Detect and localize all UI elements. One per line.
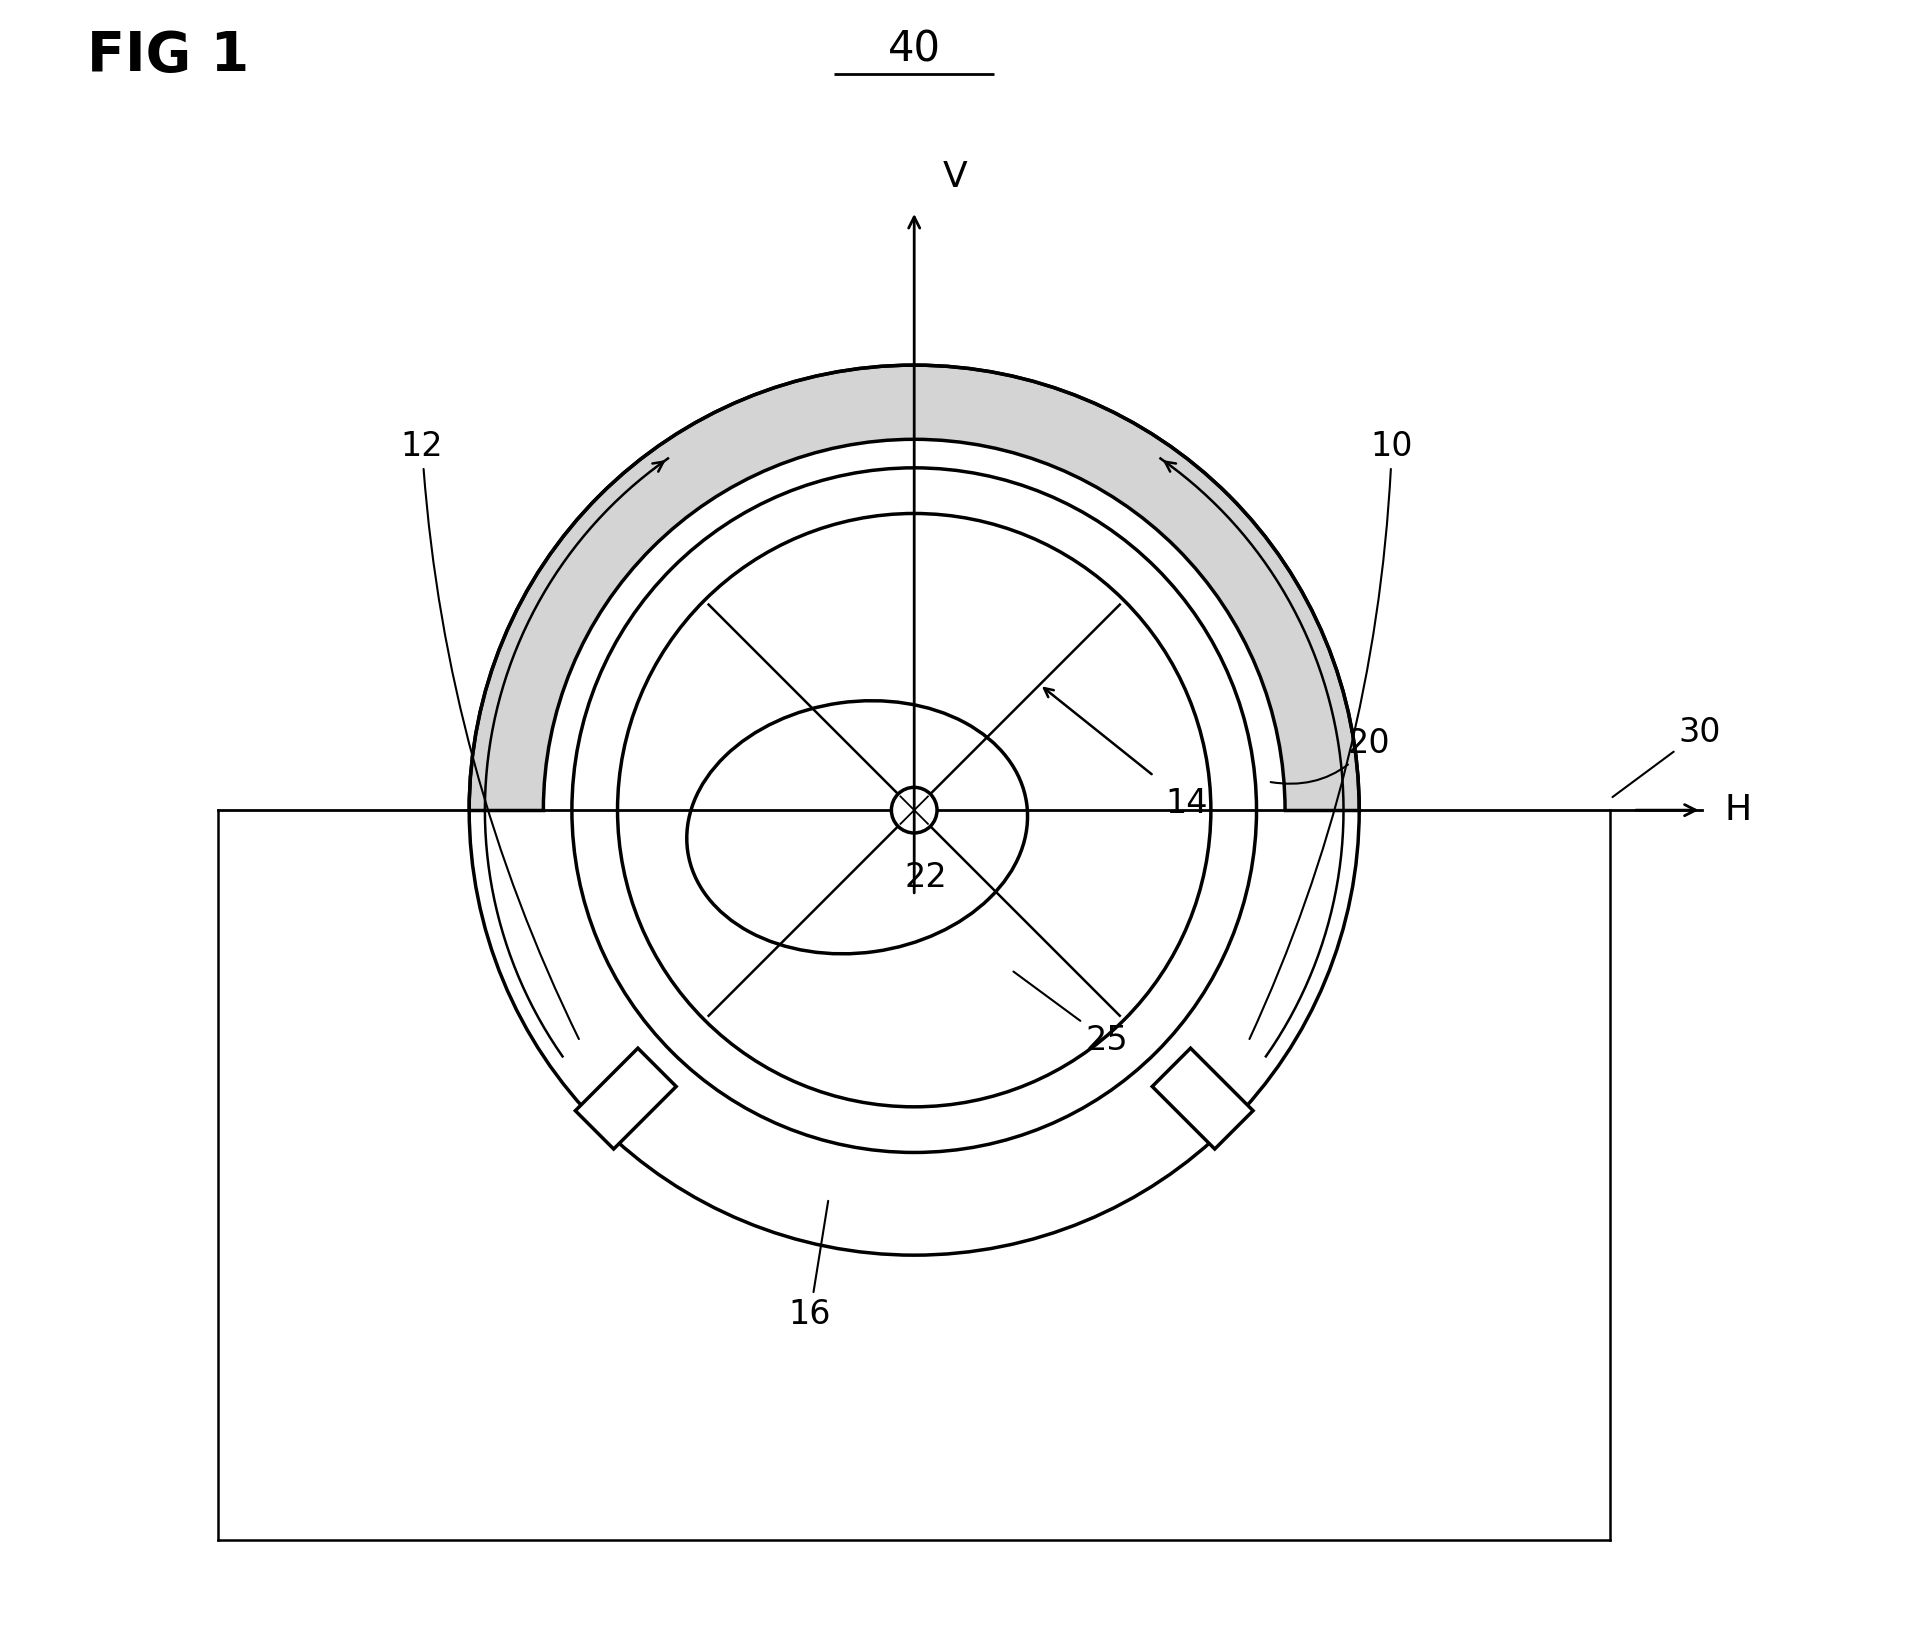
Wedge shape [469, 366, 1359, 810]
Text: 25: 25 [1013, 972, 1127, 1057]
Text: 22: 22 [903, 862, 947, 894]
Text: 12: 12 [400, 431, 578, 1039]
Circle shape [892, 787, 938, 833]
Polygon shape [576, 1049, 676, 1150]
Text: V: V [944, 159, 967, 193]
Text: 30: 30 [1612, 715, 1721, 797]
Text: H: H [1725, 793, 1751, 828]
Polygon shape [1152, 1049, 1254, 1150]
Text: 40: 40 [888, 29, 940, 70]
Text: 20: 20 [1271, 727, 1390, 784]
Text: 10: 10 [1250, 431, 1413, 1039]
Text: 16: 16 [789, 1202, 831, 1330]
Text: FIG 1: FIG 1 [86, 29, 249, 83]
Text: 14: 14 [1166, 787, 1208, 821]
